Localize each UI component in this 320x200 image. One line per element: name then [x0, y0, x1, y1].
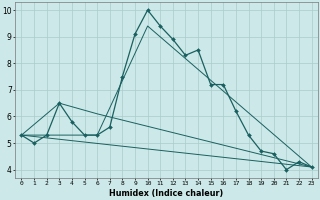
X-axis label: Humidex (Indice chaleur): Humidex (Indice chaleur) — [109, 189, 224, 198]
